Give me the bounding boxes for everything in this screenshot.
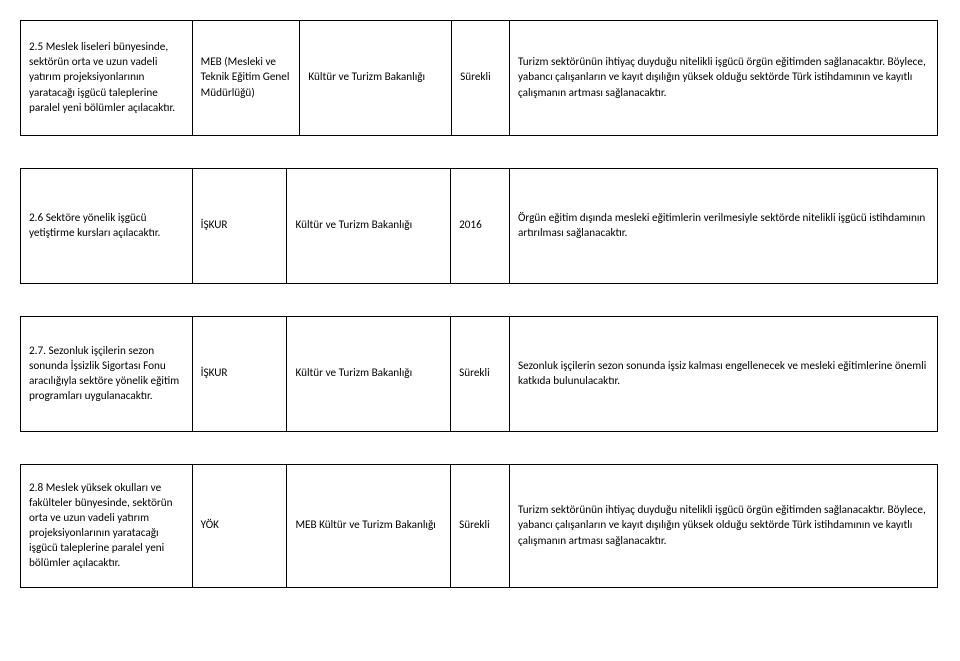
table-row: 2.5 Meslek liseleri bünyesinde, sektörün… (20, 20, 938, 136)
table-row: 2.7. Sezonluk işçilerin sezon sonunda İş… (20, 316, 938, 432)
related-text: Kültür ve Turizm Bakanlığı (300, 21, 452, 135)
period-text: Sürekli (451, 465, 510, 587)
action-text: 2.6 Sektöre yönelik işgücü yetiştirme ku… (21, 169, 193, 283)
action-text: 2.7. Sezonluk işçilerin sezon sonunda İş… (21, 317, 193, 431)
description-text: Örgün eğitim dışında mesleki eğitimlerin… (510, 169, 937, 283)
description-text: Sezonluk işçilerin sezon sonunda işsiz k… (510, 317, 937, 431)
related-text: Kültür ve Turizm Bakanlığı (287, 317, 451, 431)
period-text: 2016 (451, 169, 510, 283)
table-row: 2.8 Meslek yüksek okulları ve fakülteler… (20, 464, 938, 588)
responsible-text: MEB (Mesleki ve Teknik Eğitim Genel Müdü… (193, 21, 301, 135)
period-text: Sürekli (452, 21, 510, 135)
related-text: Kültür ve Turizm Bakanlığı (287, 169, 451, 283)
responsible-text: YÖK (193, 465, 288, 587)
action-text: 2.8 Meslek yüksek okulları ve fakülteler… (21, 465, 193, 587)
period-text: Sürekli (451, 317, 510, 431)
action-text: 2.5 Meslek liseleri bünyesinde, sektörün… (21, 21, 193, 135)
related-text: MEB Kültür ve Turizm Bakanlığı (287, 465, 451, 587)
table-row: 2.6 Sektöre yönelik işgücü yetiştirme ku… (20, 168, 938, 284)
responsible-text: İŞKUR (193, 169, 288, 283)
description-text: Turizm sektörünün ihtiyaç duyduğu niteli… (510, 21, 937, 135)
responsible-text: İŞKUR (193, 317, 288, 431)
description-text: Turizm sektörünün ihtiyaç duyduğu niteli… (510, 465, 937, 587)
